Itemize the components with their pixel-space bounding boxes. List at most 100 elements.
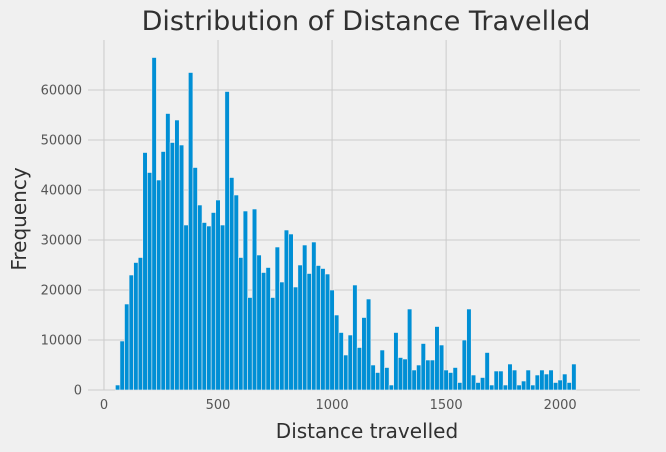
histogram-bar bbox=[274, 246, 280, 391]
x-tick-label: 500 bbox=[206, 398, 231, 413]
histogram-bar bbox=[562, 373, 568, 391]
chart-title: Distribution of Distance Travelled bbox=[142, 6, 591, 37]
histogram-bar bbox=[315, 265, 321, 391]
histogram-bar bbox=[393, 332, 399, 391]
histogram-bar bbox=[429, 359, 436, 391]
histogram-bar bbox=[292, 286, 299, 391]
histogram-bar bbox=[265, 267, 271, 391]
histogram-bar bbox=[311, 241, 317, 391]
bar-layer bbox=[115, 57, 577, 391]
histogram-bar bbox=[571, 363, 577, 391]
histogram-bar bbox=[128, 274, 134, 391]
histogram-bar bbox=[142, 152, 148, 391]
histogram-bar bbox=[174, 119, 180, 391]
histogram-bar bbox=[502, 384, 509, 391]
histogram-bar bbox=[420, 343, 426, 391]
histogram-bar bbox=[443, 369, 449, 391]
histogram-bar bbox=[156, 179, 162, 391]
y-axis-label: Frequency bbox=[7, 167, 31, 270]
histogram-bar bbox=[219, 224, 226, 391]
histogram-bar bbox=[188, 72, 194, 391]
histogram-bar bbox=[338, 332, 344, 391]
histogram-bar bbox=[210, 212, 217, 391]
histogram-bar bbox=[484, 352, 490, 391]
histogram-bar bbox=[124, 303, 130, 391]
histogram-bar bbox=[525, 369, 531, 391]
histogram-bar bbox=[470, 374, 477, 391]
histogram-bar bbox=[261, 272, 267, 391]
histogram-bar bbox=[115, 384, 121, 391]
histogram-bar bbox=[434, 326, 440, 391]
histogram-bar bbox=[375, 372, 381, 391]
histogram-bar bbox=[539, 369, 545, 391]
x-axis-label: Distance travelled bbox=[276, 419, 458, 443]
x-tick-label: 0 bbox=[100, 398, 108, 413]
histogram-bar bbox=[407, 308, 413, 391]
histogram-bar bbox=[320, 268, 326, 391]
histogram-bar bbox=[251, 208, 258, 391]
histogram-bar bbox=[416, 364, 422, 391]
histogram-bar bbox=[238, 257, 244, 391]
y-tick-label: 50000 bbox=[41, 134, 82, 149]
histogram-bar bbox=[516, 384, 522, 391]
histogram-bar bbox=[397, 357, 404, 391]
histogram-bar bbox=[365, 298, 372, 391]
histogram-bar bbox=[224, 91, 230, 391]
histogram-bar bbox=[169, 142, 175, 391]
histogram-bar bbox=[553, 382, 559, 391]
histogram-bar bbox=[306, 273, 312, 391]
histogram-bar bbox=[329, 289, 335, 391]
histogram-bar bbox=[229, 177, 235, 391]
histogram-bar bbox=[324, 273, 331, 391]
histogram-bar bbox=[489, 384, 495, 391]
histogram-bar bbox=[165, 113, 171, 391]
histogram-bar bbox=[343, 354, 349, 391]
histogram-bar bbox=[388, 384, 394, 391]
histogram-bar bbox=[178, 144, 185, 391]
histogram-bar bbox=[206, 225, 212, 391]
y-tick-label: 20000 bbox=[41, 284, 82, 299]
histogram-bar bbox=[233, 194, 239, 391]
histogram-bar bbox=[247, 297, 253, 391]
tick-layer: 0 10000 20000 30000 40000 50000 60000 0 500 1000 1… bbox=[41, 84, 577, 414]
histogram-bar bbox=[370, 364, 376, 391]
x-tick-label: 1500 bbox=[430, 398, 463, 413]
histogram-bar bbox=[452, 367, 458, 391]
histogram-bar bbox=[384, 367, 390, 391]
histogram-bar bbox=[425, 359, 431, 391]
x-tick-label: 1000 bbox=[316, 398, 349, 413]
histogram-bar bbox=[511, 369, 518, 391]
histogram-bar bbox=[507, 363, 513, 391]
histogram-bar bbox=[347, 334, 353, 391]
histogram-bar bbox=[411, 369, 417, 391]
histogram-bar bbox=[352, 284, 358, 391]
histogram-bar bbox=[543, 373, 550, 391]
histogram-bar bbox=[534, 374, 540, 391]
histogram-bar bbox=[475, 382, 481, 391]
y-tick-label: 60000 bbox=[41, 84, 82, 99]
histogram-bar bbox=[302, 244, 308, 391]
histogram-bar bbox=[279, 281, 285, 391]
histogram-bar bbox=[521, 380, 527, 391]
y-tick-label: 30000 bbox=[41, 234, 82, 249]
histogram-bar bbox=[548, 369, 554, 391]
x-tick-label: 2000 bbox=[544, 398, 577, 413]
histogram-bar bbox=[438, 344, 445, 391]
histogram-bar bbox=[457, 382, 463, 391]
histogram-bar bbox=[137, 257, 144, 391]
y-tick-label: 40000 bbox=[41, 184, 82, 199]
histogram-bar bbox=[566, 382, 572, 391]
histogram-bar bbox=[530, 384, 536, 391]
histogram-bar bbox=[361, 317, 367, 391]
histogram-bar bbox=[160, 151, 166, 391]
histogram-bar bbox=[480, 377, 486, 391]
histogram-bar bbox=[201, 222, 207, 391]
histogram-bar bbox=[334, 314, 340, 391]
histogram-bar bbox=[297, 264, 303, 391]
histogram-bar bbox=[448, 372, 454, 391]
histogram-bar bbox=[493, 370, 499, 391]
histogram-bar bbox=[192, 167, 198, 391]
histogram-bar bbox=[461, 339, 467, 391]
y-tick-label: 10000 bbox=[41, 334, 82, 349]
